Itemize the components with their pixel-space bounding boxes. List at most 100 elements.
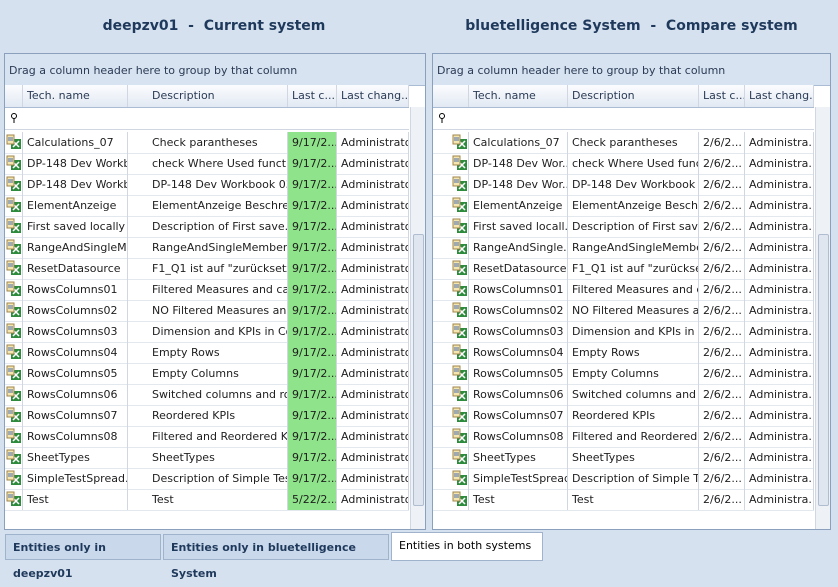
description: check Where Used functi... [148, 153, 288, 174]
last-changed-by: Administra... [745, 384, 814, 405]
grid-row[interactable]: RowsColumns08 Filtered and Reordered ... 2… [433, 426, 814, 448]
last-changed-date: 2/6/2... [699, 216, 745, 237]
last-changed-date: 9/17/2... [288, 258, 337, 279]
description: Empty Columns [148, 363, 288, 384]
last-changed-by: Administrator [337, 153, 409, 174]
entity-icon [451, 426, 469, 447]
description: ElementAnzeige Beschrei... [148, 195, 288, 216]
description: DP-148 Dev Workbook 03 [568, 174, 699, 195]
grid-row[interactable]: RowsColumns01 Filtered Measures and cal..… [5, 279, 409, 301]
grid-row[interactable]: ElementAnzeige ElementAnzeige Beschr... 2/… [433, 195, 814, 217]
scroll-thumb[interactable] [818, 234, 829, 506]
grid-row[interactable]: RowsColumns04 Empty Rows 2/6/2... Administr… [433, 342, 814, 364]
grid-row[interactable]: RowsColumns02 NO Filtered Measures an... 9… [5, 300, 409, 322]
grid-row[interactable]: First saved locall... Description of Firs… [433, 216, 814, 238]
tab[interactable]: Entities in both systems [391, 532, 543, 561]
last-changed-date: 9/17/2... [288, 300, 337, 321]
entity-icon [451, 153, 469, 174]
grid-row[interactable]: DP-148 Dev Workb... DP-148 Dev Workbook 0… [5, 174, 409, 196]
column-header[interactable]: Last chang... [337, 85, 409, 107]
grid-row[interactable]: RowsColumns03 Dimension and KPIs in Col..… [5, 321, 409, 343]
description: Empty Columns [568, 363, 699, 384]
grid-row[interactable]: RowsColumns08 Filtered and Reordered K...… [5, 426, 409, 448]
entity-icon [451, 321, 469, 342]
grid-row[interactable]: RowsColumns07 Reordered KPIs 9/17/2... Admi… [5, 405, 409, 427]
description: Description of Simple Test... [148, 468, 288, 489]
grid-row[interactable]: RowsColumns02 NO Filtered Measures a... 2/… [433, 300, 814, 322]
grid-row[interactable]: RowsColumns01 Filtered Measures and c... 2… [433, 279, 814, 301]
grid-row[interactable]: ElementAnzeige ElementAnzeige Beschrei...… [5, 195, 409, 217]
grid-row[interactable]: Test Test 5/22/2... Administrator [5, 489, 409, 511]
entity-icon [5, 342, 23, 363]
last-changed-date: 9/17/2... [288, 468, 337, 489]
grid-row[interactable]: SheetTypes SheetTypes 9/17/2... Administrat… [5, 447, 409, 469]
indicator-header [5, 85, 23, 107]
grid-panel: Drag a column header here to group by th… [432, 53, 831, 530]
last-changed-date: 2/6/2... [699, 237, 745, 258]
filter-icon[interactable] [9, 112, 21, 124]
column-header[interactable]: Tech. name [469, 85, 568, 107]
last-changed-by: Administrator [337, 363, 409, 384]
last-changed-date: 2/6/2... [699, 153, 745, 174]
entity-icon [5, 195, 23, 216]
last-changed-date: 2/6/2... [699, 405, 745, 426]
grid-row[interactable]: SheetTypes SheetTypes 2/6/2... Administra..… [433, 447, 814, 469]
last-changed-date: 2/6/2... [699, 279, 745, 300]
column-header[interactable]: Last chang... [745, 85, 814, 107]
grid-row[interactable]: Calculations_07 Check parantheses 9/17/2..… [5, 132, 409, 154]
grid-row[interactable]: RowsColumns04 Empty Rows 9/17/2... Administ… [5, 342, 409, 364]
description: Description of Simple Te... [568, 468, 699, 489]
column-header[interactable]: Description [568, 85, 699, 107]
grid-row[interactable]: Test Test 2/6/2... Administra... [433, 489, 814, 511]
last-changed-by: Administra... [745, 342, 814, 363]
entity-icon [5, 132, 23, 153]
column-header[interactable]: Tech. name [23, 85, 128, 107]
last-changed-date: 9/17/2... [288, 279, 337, 300]
grid-row[interactable]: ResetDatasource F1_Q1 ist auf "zurücksetz… [5, 258, 409, 280]
description: check Where Used func... [568, 153, 699, 174]
last-changed-by: Administrator [337, 384, 409, 405]
tab[interactable]: Entities only in bluetelligence System [163, 534, 389, 580]
grid-row[interactable]: RowsColumns06 Switched columns and rows9/… [5, 384, 409, 406]
description: Filtered Measures and c... [568, 279, 699, 300]
last-changed-by: Administrator [337, 216, 409, 237]
last-changed-date: 2/6/2... [699, 174, 745, 195]
tech-name: SimpleTestSpread... [469, 468, 568, 489]
scrollbar[interactable] [815, 107, 830, 529]
tech-name: RowsColumns02 [23, 300, 128, 321]
column-header-row: Tech. name Description Last c... Last chang… [433, 85, 814, 108]
tech-name: ResetDatasource [23, 258, 128, 279]
filter-icon[interactable] [437, 112, 449, 124]
grid-row[interactable]: RowsColumns05 Empty Columns 2/6/2... Admini… [433, 363, 814, 385]
grid-row[interactable]: RowsColumns05 Empty Columns 9/17/2... Admin… [5, 363, 409, 385]
column-header[interactable]: Last c... [699, 85, 745, 107]
grid-row[interactable]: ResetDatasource F1_Q1 ist auf "zurückse..… [433, 258, 814, 280]
column-header[interactable]: Last c... [288, 85, 337, 107]
grid-row[interactable]: RangeAndSingle...RangeAndSingleMembe...2… [433, 237, 814, 259]
column-header[interactable]: Description [148, 85, 288, 107]
tech-name: RangeAndSingle... [469, 237, 568, 258]
grid-row[interactable]: SimpleTestSpread...Description of Simple… [5, 468, 409, 490]
scrollbar[interactable] [410, 107, 425, 529]
grid-row[interactable]: Calculations_07 Check parantheses 2/6/2...… [433, 132, 814, 154]
description: Dimension and KPIs in Col... [148, 321, 288, 342]
entity-icon [5, 405, 23, 426]
grid-row[interactable]: DP-148 Dev Wor... check Where Used func..… [433, 153, 814, 175]
grid-row[interactable]: First saved locally ... Description of Fi… [5, 216, 409, 238]
entity-icon [451, 174, 469, 195]
tab[interactable]: Entities only in deepzv01 [5, 534, 161, 580]
description: NO Filtered Measures a... [568, 300, 699, 321]
tech-name: RowsColumns08 [23, 426, 128, 447]
scroll-thumb[interactable] [413, 234, 424, 506]
grid-row[interactable]: SimpleTestSpread...Description of Simple… [433, 468, 814, 490]
grid-row[interactable]: DP-148 Dev Wor... DP-148 Dev Workbook 03 2… [433, 174, 814, 196]
grid-row[interactable]: RangeAndSingleM... RangeAndSingleMember F… [5, 237, 409, 259]
grid-row[interactable]: RowsColumns07 Reordered KPIs 2/6/2... Admin… [433, 405, 814, 427]
entity-icon [5, 237, 23, 258]
description: Description of First save... [148, 216, 288, 237]
grid-row[interactable]: DP-148 Dev Workb... check Where Used func… [5, 153, 409, 175]
entity-icon [451, 363, 469, 384]
entity-icon [451, 195, 469, 216]
